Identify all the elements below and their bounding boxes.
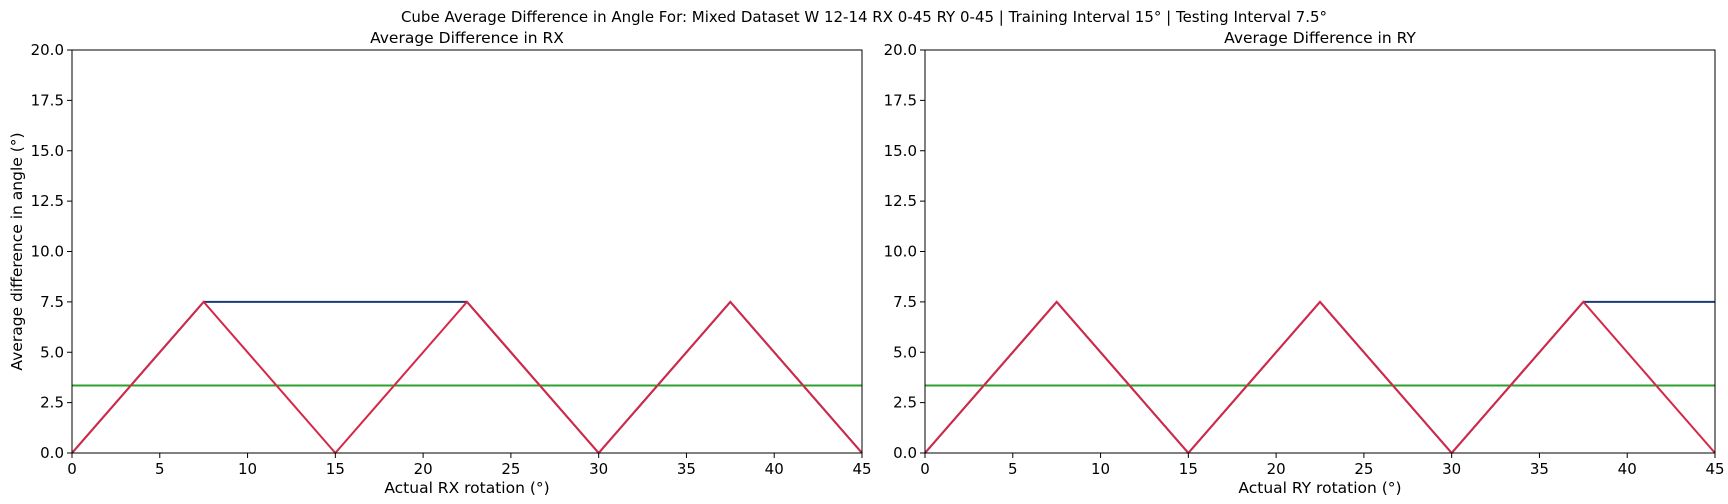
- x-tick-label: 0: [67, 460, 77, 478]
- y-tick-label: 17.5: [884, 91, 917, 109]
- x-tick-label: 10: [238, 460, 257, 478]
- x-tick-label: 20: [414, 460, 433, 478]
- y-tick-label: 10.0: [31, 243, 64, 261]
- panel-ry: 0 5 10 15 20 25 30 35 40 45 0.0 2.5 5.0 7.5 10.0 12.5 15…: [884, 29, 1725, 497]
- y-tick-label: 20.0: [31, 41, 64, 59]
- panel-rx: 0 5 10 15 20 25 30 35 40 45 0.0 2.5 5.0 7.5 10.0 12.5 15…: [8, 29, 872, 497]
- x-tick-label: 10: [1091, 460, 1110, 478]
- x-tick-label: 35: [1530, 460, 1549, 478]
- y-tick-label: 0.0: [40, 444, 64, 462]
- series-line-2: [71, 300, 863, 455]
- x-tick-label: 30: [1442, 460, 1461, 478]
- y-tick-label: 5.0: [893, 343, 917, 361]
- x-tick-label: 5: [155, 460, 165, 478]
- y-tick-label: 12.5: [884, 192, 917, 210]
- axes-frame: [71, 49, 863, 454]
- y-tick-label: 12.5: [31, 192, 64, 210]
- x-tick-label: 25: [501, 460, 520, 478]
- x-tick-label: 35: [677, 460, 696, 478]
- x-tick-label: 15: [1179, 460, 1198, 478]
- series-line-2: [924, 300, 1716, 455]
- y-tick-label: 0.0: [893, 444, 917, 462]
- y-axis-label: Average difference in angle (°): [8, 132, 26, 370]
- x-axis-label: Actual RY rotation (°): [1238, 479, 1401, 497]
- x-tick-label: 45: [1705, 460, 1724, 478]
- x-tick-label: 45: [852, 460, 871, 478]
- y-tick-label: 17.5: [31, 91, 64, 109]
- x-tick-label: 15: [326, 460, 345, 478]
- y-tick-label: 15.0: [31, 142, 64, 160]
- x-tick-label: 30: [589, 460, 608, 478]
- y-tick-label: 10.0: [884, 243, 917, 261]
- y-tick-label: 5.0: [40, 343, 64, 361]
- x-tick-label: 25: [1354, 460, 1373, 478]
- series-line-0: [924, 300, 1715, 455]
- panel-title: Average Difference in RY: [1224, 29, 1416, 47]
- y-tick-label: 7.5: [40, 293, 64, 311]
- series-line-0: [71, 300, 863, 455]
- x-axis-label: Actual RX rotation (°): [384, 479, 549, 497]
- y-tick-label: 2.5: [40, 394, 64, 412]
- x-tick-label: 40: [765, 460, 784, 478]
- y-tick-label: 7.5: [893, 293, 917, 311]
- y-tick-label: 20.0: [884, 41, 917, 59]
- x-tick-label: 0: [920, 460, 930, 478]
- x-tick-label: 40: [1618, 460, 1637, 478]
- y-tick-label: 2.5: [893, 394, 917, 412]
- y-tick-label: 15.0: [884, 142, 917, 160]
- axes-frame: [924, 49, 1716, 454]
- figure-suptitle: Cube Average Difference in Angle For: Mi…: [401, 8, 1327, 26]
- x-tick-label: 20: [1267, 460, 1286, 478]
- panel-title: Average Difference in RX: [370, 29, 564, 47]
- x-tick-label: 5: [1008, 460, 1018, 478]
